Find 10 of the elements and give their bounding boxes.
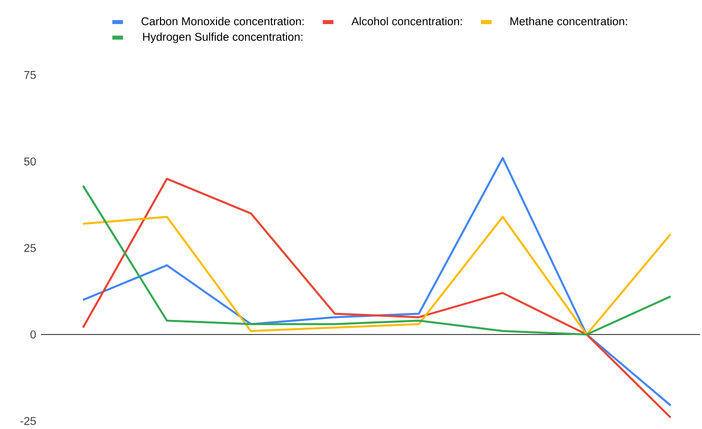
line-series — [82, 184, 672, 336]
y-tick-label: 50 — [24, 157, 36, 166]
legend-label: Methane concentration: — [510, 16, 627, 26]
y-tick-label: -25 — [20, 416, 36, 425]
y-tick-label: 0 — [30, 330, 36, 338]
legend-label: Hydrogen Sulfide concentration: — [143, 32, 302, 43]
legend-label: Carbon Monoxide concentration: — [142, 16, 304, 26]
y-tick-label: 25 — [24, 244, 36, 252]
legend-label: Alcohol concentration: — [351, 16, 462, 26]
y-tick-label: 75 — [24, 70, 36, 79]
